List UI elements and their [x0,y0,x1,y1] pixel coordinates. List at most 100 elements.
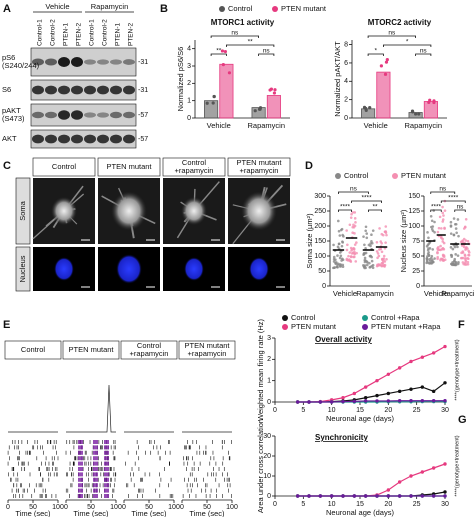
dot [462,245,466,249]
bar [423,101,438,119]
dot [428,247,432,250]
significance-label: ns [457,204,465,211]
burst [104,494,109,498]
dot [334,262,338,266]
dot [380,250,384,254]
panel-box [178,340,236,360]
panel-box [4,340,62,360]
point [409,387,413,391]
chart-title: Overall activity [315,335,372,344]
x-tick-label: 50 [145,504,153,511]
burst [104,488,109,493]
point [420,494,425,498]
dot [467,253,470,257]
dot [336,245,340,249]
blot-band [32,58,44,66]
dot [436,230,440,234]
point [307,494,311,498]
dot [370,259,374,263]
panel-label: D [305,160,313,172]
x-tick-label: Vehicle [364,121,388,130]
point [375,494,379,498]
burst [93,450,98,455]
burst [93,483,98,488]
x-tick-label: 100 [168,504,180,511]
dot [451,261,454,264]
point [318,494,323,498]
y-tick-label: 10 [263,473,271,480]
dot [362,105,367,109]
blot-band [123,59,135,65]
y-tick-label: 8 [344,41,348,48]
y-axis-label: Weighted mean firing rate (Hz) [256,319,265,421]
dot [273,88,277,92]
lane-label: Control-1 [89,19,96,46]
series-line [297,400,445,403]
burst [93,445,98,450]
dot [341,258,345,262]
point [295,494,300,498]
dot [365,232,369,235]
point [386,399,391,403]
y-tick-label: 0 [344,115,348,122]
panel-title: PTEN mutant [68,345,114,354]
lane-label: PTEN-1 [115,23,122,47]
dot [467,249,470,253]
dot [439,244,442,248]
dot [449,220,453,224]
dot [464,239,468,242]
burst [93,472,98,477]
x-tick-label: 15 [356,407,364,414]
dot [436,247,439,250]
dot [354,260,358,263]
dot [370,233,373,237]
point [420,355,425,359]
panel-title: +rapamycin [130,349,169,358]
y-tick-label: 20 [263,453,271,460]
dot [461,250,465,253]
point [443,381,447,385]
legend-label: Control [291,313,316,322]
dot [369,244,372,248]
dot [457,261,460,264]
x-tick-label: 30 [441,501,449,508]
y-tick-label: 0 [267,399,271,406]
dot [353,250,356,254]
burst [78,445,83,450]
blot-band [58,110,70,120]
blot-band [71,57,83,67]
dot [376,256,379,260]
blot-band [45,111,57,119]
chart-title: MTORC1 activity [211,18,275,27]
dot [352,223,355,227]
y-axis-label: Normalized pS6/S6 [176,47,185,112]
row-box [15,177,31,245]
x-tick-label: 0 [273,407,277,414]
dot [382,257,386,261]
dot [455,231,458,235]
dot [433,231,436,234]
chart-title: Synchronicity [315,433,368,442]
point [443,344,447,349]
blot-band [123,134,135,144]
dot [452,217,456,220]
dot [439,248,442,252]
significance-label: **** [361,195,372,202]
dot [452,233,456,237]
point [375,378,379,383]
significance-label: **** [448,195,459,202]
dot [442,255,446,259]
dot [362,251,366,255]
panel-box [62,340,120,360]
panel-label: C [3,160,11,172]
chart-title: MTORC2 activity [368,18,432,27]
significance-bracket [338,209,352,212]
dot [436,257,439,261]
dot [336,254,339,257]
dot [341,233,344,237]
x-tick-label: 5 [301,501,305,508]
legend-label: PTEN mutant [281,4,327,13]
significance-label: ns [439,186,447,193]
dot [431,258,434,262]
